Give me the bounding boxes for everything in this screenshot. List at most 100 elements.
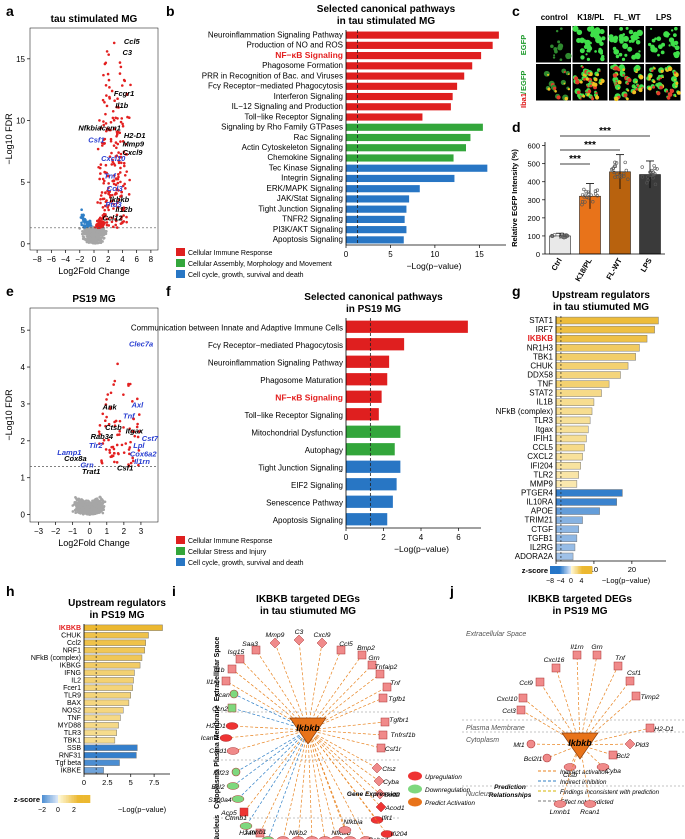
data-point <box>116 433 119 437</box>
cell <box>608 36 615 43</box>
data-point <box>83 217 87 221</box>
gene-label: Cald1 <box>209 748 227 755</box>
cell <box>552 56 556 59</box>
gene-label: Cxcl16 <box>544 657 565 664</box>
gene-node <box>219 734 233 742</box>
x-tick-label: 3 <box>139 527 144 536</box>
data-point <box>137 463 140 467</box>
edge <box>297 729 309 839</box>
cell-red <box>656 91 661 96</box>
gene-label: Ctnnb1 <box>225 815 247 822</box>
data-point <box>106 217 109 221</box>
data-point <box>113 99 116 102</box>
bar <box>346 144 466 152</box>
bar <box>555 543 576 552</box>
gene-label: Bmp2 <box>357 645 375 652</box>
x-tick-label: 0 <box>344 250 349 259</box>
colorbar-cell <box>566 566 569 574</box>
x-tick-label: −8 <box>33 255 43 264</box>
chart-title: in PS19 MG <box>346 304 401 315</box>
chart-title: Selected canonical pathways <box>317 4 456 15</box>
data-point <box>85 505 89 508</box>
data-point <box>101 177 105 181</box>
gene-node <box>518 693 528 703</box>
data-point <box>124 187 127 190</box>
bar <box>346 174 455 183</box>
data-point <box>125 220 128 224</box>
cell <box>612 46 617 51</box>
bar <box>83 624 163 631</box>
colorbar-cell <box>558 566 561 574</box>
gene-node <box>526 739 536 749</box>
data-point <box>125 215 128 219</box>
data-point <box>137 430 141 433</box>
data-point <box>111 199 114 203</box>
gene-label: Lmnb1 <box>550 809 571 816</box>
data-point <box>100 191 104 194</box>
x-axis-label: −Log(p−value) <box>394 544 449 554</box>
bar <box>555 552 574 561</box>
micro-tile <box>536 26 571 63</box>
edge <box>231 725 309 731</box>
data-point <box>105 415 108 419</box>
cell <box>630 38 635 43</box>
data-point <box>117 161 121 165</box>
edge <box>232 729 309 787</box>
data-point <box>103 101 106 104</box>
data-point <box>92 503 95 506</box>
data-point <box>112 447 116 451</box>
data-point <box>122 206 126 209</box>
data-point <box>104 231 107 234</box>
bar <box>83 699 130 706</box>
cell <box>544 71 550 77</box>
data-point <box>98 499 102 503</box>
gene-label-blue: Tlr2 <box>89 441 104 450</box>
bar <box>346 390 382 403</box>
gene-label: Il1rn <box>206 679 219 686</box>
data-point <box>86 510 90 513</box>
gene-label: Rcan1 <box>580 809 600 816</box>
data-point <box>74 511 77 515</box>
colorbar-cell <box>56 795 59 803</box>
cell <box>656 36 662 42</box>
category-label: Signaling by Rho Family GTPases <box>221 123 343 132</box>
regulator-label: CXCL2 <box>527 452 553 461</box>
data-point <box>103 204 107 208</box>
data-point <box>80 223 83 227</box>
gene-label: Mmp9 <box>266 632 285 639</box>
cell-red <box>598 70 601 72</box>
cell <box>670 42 675 47</box>
data-point <box>115 146 118 150</box>
legend-label: Upregulation <box>425 774 462 781</box>
data-point <box>120 84 124 87</box>
regulator-label: TBK1 <box>533 352 554 361</box>
data-point <box>93 228 96 231</box>
network-title: in PS19 MG <box>552 606 607 617</box>
regulator-label: IL2 <box>71 677 81 684</box>
colorbar-cell <box>42 795 44 803</box>
colorbar-tick: 2 <box>72 807 76 814</box>
category-label: IL−12 Signaling and Production <box>232 102 343 111</box>
bar <box>346 164 488 172</box>
x-tick-label: 20 <box>628 565 636 574</box>
data-point <box>120 190 124 194</box>
gene-label: H2afx <box>239 830 257 837</box>
panel-letter: j <box>449 583 454 599</box>
colorbar-cell <box>85 795 88 803</box>
colorbar-cell <box>571 566 573 574</box>
data-point <box>135 425 139 429</box>
bar <box>555 534 578 543</box>
data-point <box>122 150 126 154</box>
y-axis-label: −Log10 FDR <box>4 113 14 165</box>
gene-label: Ccl5 <box>124 37 141 46</box>
data-point <box>116 181 120 185</box>
colorbar-cell <box>61 795 64 803</box>
data-point <box>107 186 110 190</box>
data-point <box>114 155 118 158</box>
data-point <box>92 241 96 245</box>
gene-label: Nfkbia <box>343 819 362 826</box>
bar <box>83 752 137 759</box>
data-point <box>122 164 126 168</box>
significance-label: *** <box>599 126 611 137</box>
data-point <box>127 382 130 386</box>
